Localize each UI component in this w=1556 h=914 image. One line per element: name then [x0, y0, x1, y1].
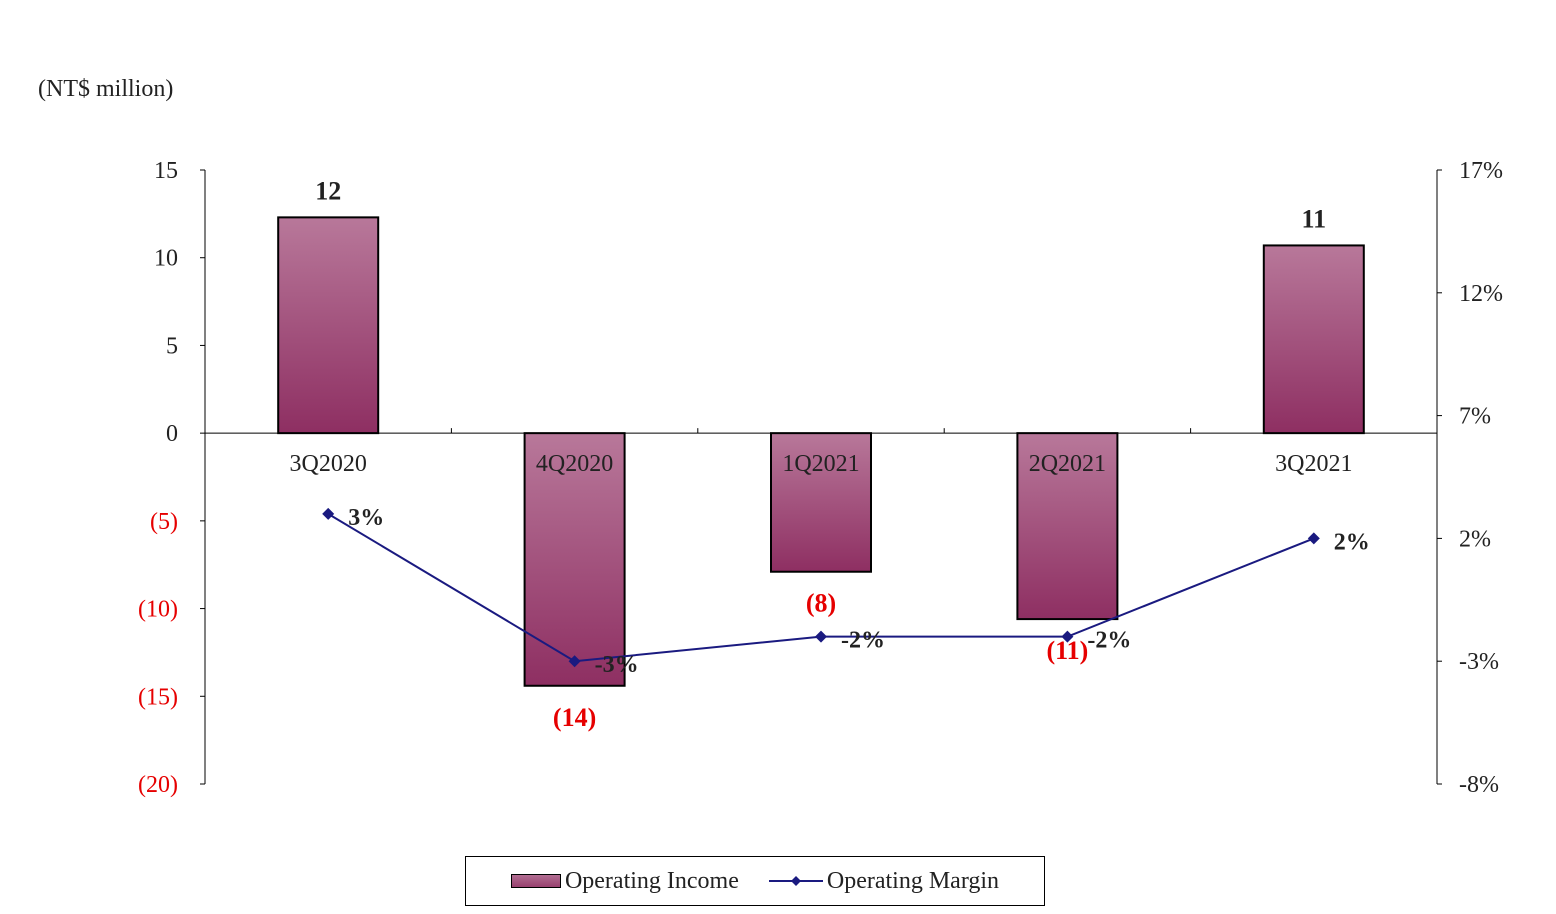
marker-operating-margin — [815, 630, 827, 643]
bar-data-label: 11 — [1302, 204, 1327, 233]
bar-data-label: (11) — [1046, 636, 1088, 665]
left-tick-label: 15 — [154, 158, 178, 184]
bar-data-label: (14) — [553, 703, 596, 732]
legend-label-operating-income: Operating Income — [564, 867, 739, 894]
bar-operating-income — [523, 432, 626, 687]
right-tick-label: -3% — [1459, 649, 1499, 675]
right-tick-label: 17% — [1459, 158, 1503, 184]
legend: Operating Income Operating Margin — [465, 856, 1045, 906]
marker-operating-margin — [568, 655, 581, 668]
bar-operating-income — [1016, 432, 1119, 621]
left-tick-label: 0 — [166, 421, 178, 447]
left-tick-label: (20) — [138, 772, 178, 798]
category-label: 2Q2021 — [1029, 451, 1106, 477]
category-label: 1Q2021 — [782, 451, 859, 477]
right-tick-label: 12% — [1459, 281, 1503, 307]
right-tick-label: 7% — [1459, 404, 1491, 430]
marker-operating-margin — [1061, 630, 1074, 643]
left-tick-label: 10 — [154, 246, 178, 272]
legend-bar-swatch — [510, 874, 561, 888]
legend-item-operating-margin: Operating Margin — [768, 867, 1000, 895]
bar-data-label: 12 — [315, 176, 341, 205]
legend-label-operating-margin: Operating Margin — [826, 867, 1000, 894]
bar-operating-income — [770, 432, 872, 573]
line-data-label: -3% — [595, 652, 639, 678]
bar-data-label: (8) — [806, 589, 836, 618]
bar-operating-income — [1262, 244, 1365, 435]
category-label: 4Q2020 — [536, 451, 613, 477]
left-tick-label: (5) — [150, 509, 178, 535]
left-tick-label: (10) — [138, 597, 178, 623]
line-data-label: 2% — [1334, 529, 1370, 555]
line-data-label: 3% — [348, 505, 384, 531]
marker-operating-margin — [1307, 532, 1320, 545]
line-data-label: -2% — [841, 628, 885, 654]
category-label: 3Q2020 — [290, 451, 367, 477]
marker-operating-margin — [322, 507, 335, 520]
left-tick-label: 5 — [166, 333, 178, 359]
right-tick-label: 2% — [1459, 526, 1491, 552]
left-tick-label: (15) — [138, 684, 178, 710]
bar-operating-income — [277, 216, 380, 435]
legend-item-operating-income: Operating Income — [510, 867, 739, 895]
line-data-label: -2% — [1087, 628, 1131, 654]
unit-label: (NT$ million) — [38, 76, 174, 102]
legend-line-swatch — [768, 876, 823, 886]
category-label: 3Q2021 — [1275, 451, 1352, 477]
right-tick-label: -8% — [1459, 772, 1499, 798]
